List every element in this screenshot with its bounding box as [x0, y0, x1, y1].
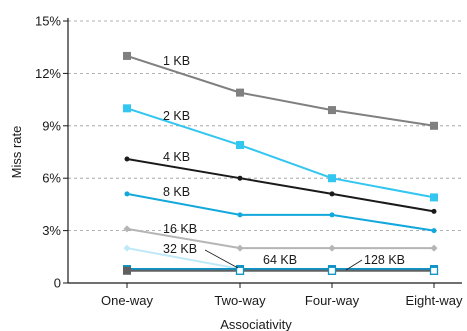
series-labels: 1 KB 2 KB 4 KB 8 KB 16 KB 32 KB 64 KB 128 KB — [163, 54, 405, 271]
data-point — [430, 244, 438, 252]
y-tick-label: 6% — [42, 171, 61, 186]
y-tick-label: 15% — [35, 14, 61, 29]
data-point — [329, 191, 335, 197]
data-point — [123, 225, 131, 233]
data-point-hollow — [235, 266, 245, 275]
series-label: 16 KB — [163, 222, 197, 236]
y-tick-label: 3% — [42, 223, 61, 238]
series-1-kb — [123, 51, 438, 130]
axes — [67, 18, 462, 284]
data-point — [236, 244, 244, 252]
series-4-kb — [124, 156, 437, 214]
series-2-kb — [123, 104, 438, 202]
data-point — [123, 51, 131, 60]
series-label: 8 KB — [163, 185, 190, 199]
data-point — [236, 88, 244, 97]
data-point — [328, 106, 336, 115]
data-point — [430, 121, 438, 130]
data-point — [123, 244, 131, 252]
series-16-kb — [123, 225, 438, 252]
data-point-hollow — [429, 266, 439, 275]
data-point — [328, 174, 336, 183]
data-point — [431, 228, 437, 234]
series-label: 2 KB — [163, 109, 190, 123]
series-line — [126, 158, 435, 213]
y-tick-label: 12% — [35, 66, 61, 81]
series-line — [126, 107, 435, 199]
x-tick-label: Four-way — [305, 293, 360, 308]
data-point — [430, 193, 438, 202]
series-lines — [123, 51, 439, 275]
x-tick-label: Eight-way — [405, 293, 463, 308]
x-tick-labels: One-way Two-way Four-way Eight-way — [101, 283, 463, 308]
y-tick-label: 9% — [42, 118, 61, 133]
series-line — [126, 192, 435, 232]
data-point — [237, 212, 243, 218]
series-label: 64 KB — [263, 253, 297, 267]
data-point — [124, 191, 130, 197]
series-line — [126, 54, 435, 127]
series-label: 128 KB — [364, 253, 405, 267]
series-128-kb — [123, 266, 439, 275]
x-axis-title: Associativity — [220, 317, 292, 331]
label-leader-line — [345, 259, 363, 271]
data-point — [124, 156, 130, 162]
data-point — [237, 175, 243, 181]
series-8-kb — [124, 191, 437, 234]
series-line — [126, 227, 434, 250]
x-tick-label: One-way — [101, 293, 154, 308]
data-point — [329, 212, 335, 218]
data-point — [123, 104, 131, 113]
y-tick-label: 0 — [54, 276, 61, 291]
data-point — [236, 141, 244, 150]
data-point — [123, 266, 131, 275]
data-point — [328, 244, 336, 252]
x-tick-label: Two-way — [214, 293, 266, 308]
series-label: 4 KB — [163, 150, 190, 164]
data-point-hollow — [327, 266, 337, 275]
data-point — [431, 208, 437, 214]
series-label: 1 KB — [163, 54, 190, 68]
y-tick-labels: 0 3% 6% 9% 12% 15% — [35, 14, 68, 291]
series-label: 32 KB — [163, 242, 197, 256]
y-axis-title: Miss rate — [9, 126, 24, 179]
label-leader-line — [204, 249, 239, 269]
